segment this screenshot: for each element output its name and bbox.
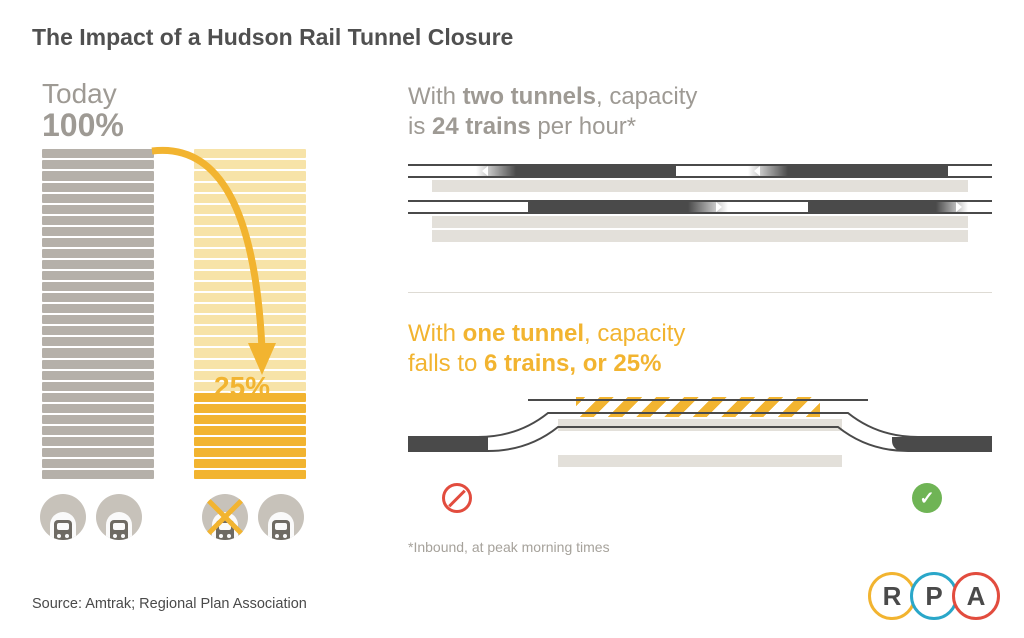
two-track-diagram [408, 160, 992, 270]
text: is [408, 113, 432, 140]
bar-reduced [194, 149, 306, 479]
bar-today [42, 149, 154, 479]
right-diagrams: With two tunnels, capacity is 24 trains … [408, 82, 992, 555]
train-icon [408, 437, 488, 451]
text: , capacity [584, 320, 685, 347]
tunnel-icon [96, 494, 142, 540]
train-icon [808, 200, 968, 214]
text-bold: one tunnel [463, 320, 584, 347]
bars-area: 25% [42, 149, 362, 479]
train-icon [892, 437, 992, 451]
source-line: Source: Amtrak; Regional Plan Associatio… [32, 596, 307, 612]
text-bold: two tunnels [463, 83, 596, 110]
train-icon [476, 164, 676, 178]
rpa-ring: P [910, 572, 958, 620]
tunnel-icon-closed [202, 494, 248, 540]
ok-check-icon: ✓ [912, 483, 942, 513]
left-capacity-bars: Today 100% 25% [42, 80, 362, 479]
footnote: *Inbound, at peak morning times [408, 539, 992, 555]
rpa-ring: A [952, 572, 1000, 620]
reduced-percent: 25% [214, 371, 270, 403]
text-bold: 6 trains, or 25% [484, 350, 661, 377]
tunnel-icon [40, 494, 86, 540]
tunnel-icon [258, 494, 304, 540]
today-label: Today [42, 80, 362, 108]
tunnel-pair-two [40, 494, 142, 540]
text-bold: 24 trains [432, 113, 531, 140]
text: falls to [408, 350, 484, 377]
one-tunnel-text: With one tunnel, capacity falls to 6 tra… [408, 319, 992, 379]
text: , capacity [596, 83, 697, 110]
today-percent: 100% [42, 108, 362, 143]
one-track-diagram: ✓ [408, 397, 992, 527]
text: With [408, 83, 463, 110]
tunnel-icons [40, 494, 304, 540]
tunnel-pair-one [202, 494, 304, 540]
train-icon [748, 164, 948, 178]
no-entry-icon [442, 483, 472, 513]
text: With [408, 320, 463, 347]
rpa-ring: R [868, 572, 916, 620]
page-title: The Impact of a Hudson Rail Tunnel Closu… [32, 24, 513, 51]
text: per hour* [531, 113, 636, 140]
train-icon [528, 200, 728, 214]
two-tunnel-text: With two tunnels, capacity is 24 trains … [408, 82, 992, 142]
rpa-logo: RPA [874, 572, 1000, 620]
divider [408, 292, 992, 293]
siding-rails [408, 397, 992, 517]
